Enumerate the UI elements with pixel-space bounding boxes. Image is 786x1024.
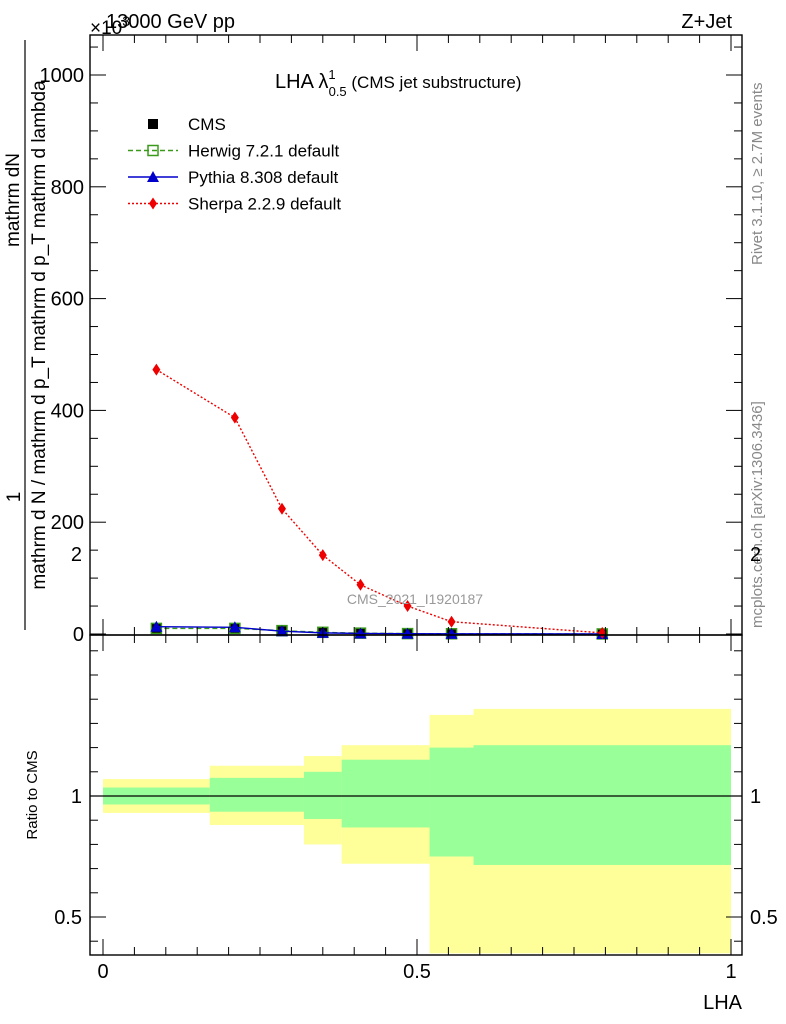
series-line (156, 626, 603, 635)
series-line (156, 368, 603, 634)
ratio-xtick-label: 1 (725, 961, 736, 983)
main-ylabel-denominator: mathrm d N / mathrm d p_T mathrm d p_T m… (29, 80, 50, 590)
plot-title-suffix: (CMS jet substructure) (347, 73, 522, 92)
ratio-plot-panel: 0.5 0.51 12 2 0 0.5 1 Ratio to CMS LHA (24, 544, 778, 1014)
legend-marker (149, 197, 157, 210)
ratio-ytick-label-left: 1 (71, 786, 82, 808)
plot-title-sup: 1 (328, 67, 335, 82)
main-ytick-label: 0 (73, 624, 84, 646)
ratio-green-band (341, 759, 430, 828)
legend-marker (148, 119, 158, 129)
series-2 (150, 620, 609, 639)
data-point (356, 578, 365, 591)
main-y-axis: 0 200 400 600 800 1000 (40, 46, 742, 646)
data-point (228, 621, 241, 633)
data-point (403, 600, 412, 613)
series-1 (150, 622, 609, 640)
mcplots-label: mcplots.cern.ch [arXiv:1306.3436] (749, 401, 766, 628)
ratio-y-axis: 0.5 0.5 1 1 2 2 (54, 544, 778, 942)
data-point (275, 625, 288, 637)
watermark: CMS_2021_I1920187 (347, 591, 483, 607)
data-point (598, 626, 607, 639)
data-point (447, 615, 456, 628)
ratio-ylabel: Ratio to CMS (24, 750, 41, 839)
legend: CMS Herwig 7.2.1 default Pythia 8.308 defa… (128, 115, 341, 214)
main-ytick-label: 200 (51, 512, 84, 534)
ratio-xtick-label: 0.5 (403, 961, 431, 983)
exponent-label: ×103 (90, 13, 130, 39)
ratio-bands-layer (103, 708, 731, 954)
legend-label: Herwig 7.2.1 default (188, 142, 339, 161)
data-point (401, 627, 414, 639)
data-point (152, 363, 161, 376)
ratio-x-axis: 0 0.5 1 (97, 635, 737, 983)
ratio-green-band (303, 771, 342, 819)
header-left: 13000 GeV pp (106, 11, 235, 33)
main-ytick-label: 600 (51, 289, 84, 311)
plot-title-sub: 0.5 (329, 84, 347, 99)
ratio-green-band (209, 777, 304, 812)
data-point (150, 620, 163, 632)
main-ytick-label: 1000 (40, 65, 85, 87)
legend-label: Sherpa 2.2.9 default (188, 195, 341, 214)
legend-entry: CMS (148, 115, 226, 134)
main-x-axis (102, 35, 732, 635)
legend-label: CMS (188, 115, 226, 134)
header-right: Z+Jet (681, 11, 732, 33)
rivet-label: Rivet 3.1.10, ≥ 2.7M events (749, 83, 766, 266)
legend-label: Pythia 8.308 default (188, 168, 339, 187)
data-point (230, 411, 239, 424)
x-axis-label: LHA (703, 992, 743, 1014)
ratio-ytick-label-right: 1 (750, 786, 761, 808)
ratio-xtick-label: 0 (97, 961, 108, 983)
data-point (318, 549, 327, 562)
main-ylabel-one: 1 (4, 492, 25, 503)
main-ylabel-numerator: mathrm dN (3, 153, 24, 247)
ratio-ytick-label-left: 2 (71, 544, 82, 566)
series-3 (152, 363, 607, 639)
ratio-ytick-label-right: 2 (750, 544, 761, 566)
legend-entry: Pythia 8.308 default (128, 168, 339, 187)
ratio-ytick-label-left: 0.5 (54, 907, 82, 929)
ratio-green-band (429, 747, 474, 857)
exponent-power: 3 (122, 13, 130, 29)
ratio-ytick-label-right: 0.5 (750, 907, 778, 929)
plot-title: LHA λ1 0.5 (CMS jet substructure) (275, 67, 521, 99)
ratio-green-band (473, 745, 731, 865)
main-ytick-label: 800 (51, 177, 84, 199)
legend-entry: Herwig 7.2.1 default (128, 142, 339, 161)
data-point (277, 502, 286, 515)
legend-marker (147, 144, 159, 157)
plot-title-main: LHA λ (275, 71, 328, 93)
series-0 (151, 623, 608, 639)
exponent-base: ×10 (90, 18, 122, 39)
ratio-plot-frame (89, 634, 743, 956)
legend-entry: Sherpa 2.2.9 default (128, 195, 341, 214)
legend-marker (147, 171, 159, 182)
main-ytick-label: 400 (51, 400, 84, 422)
